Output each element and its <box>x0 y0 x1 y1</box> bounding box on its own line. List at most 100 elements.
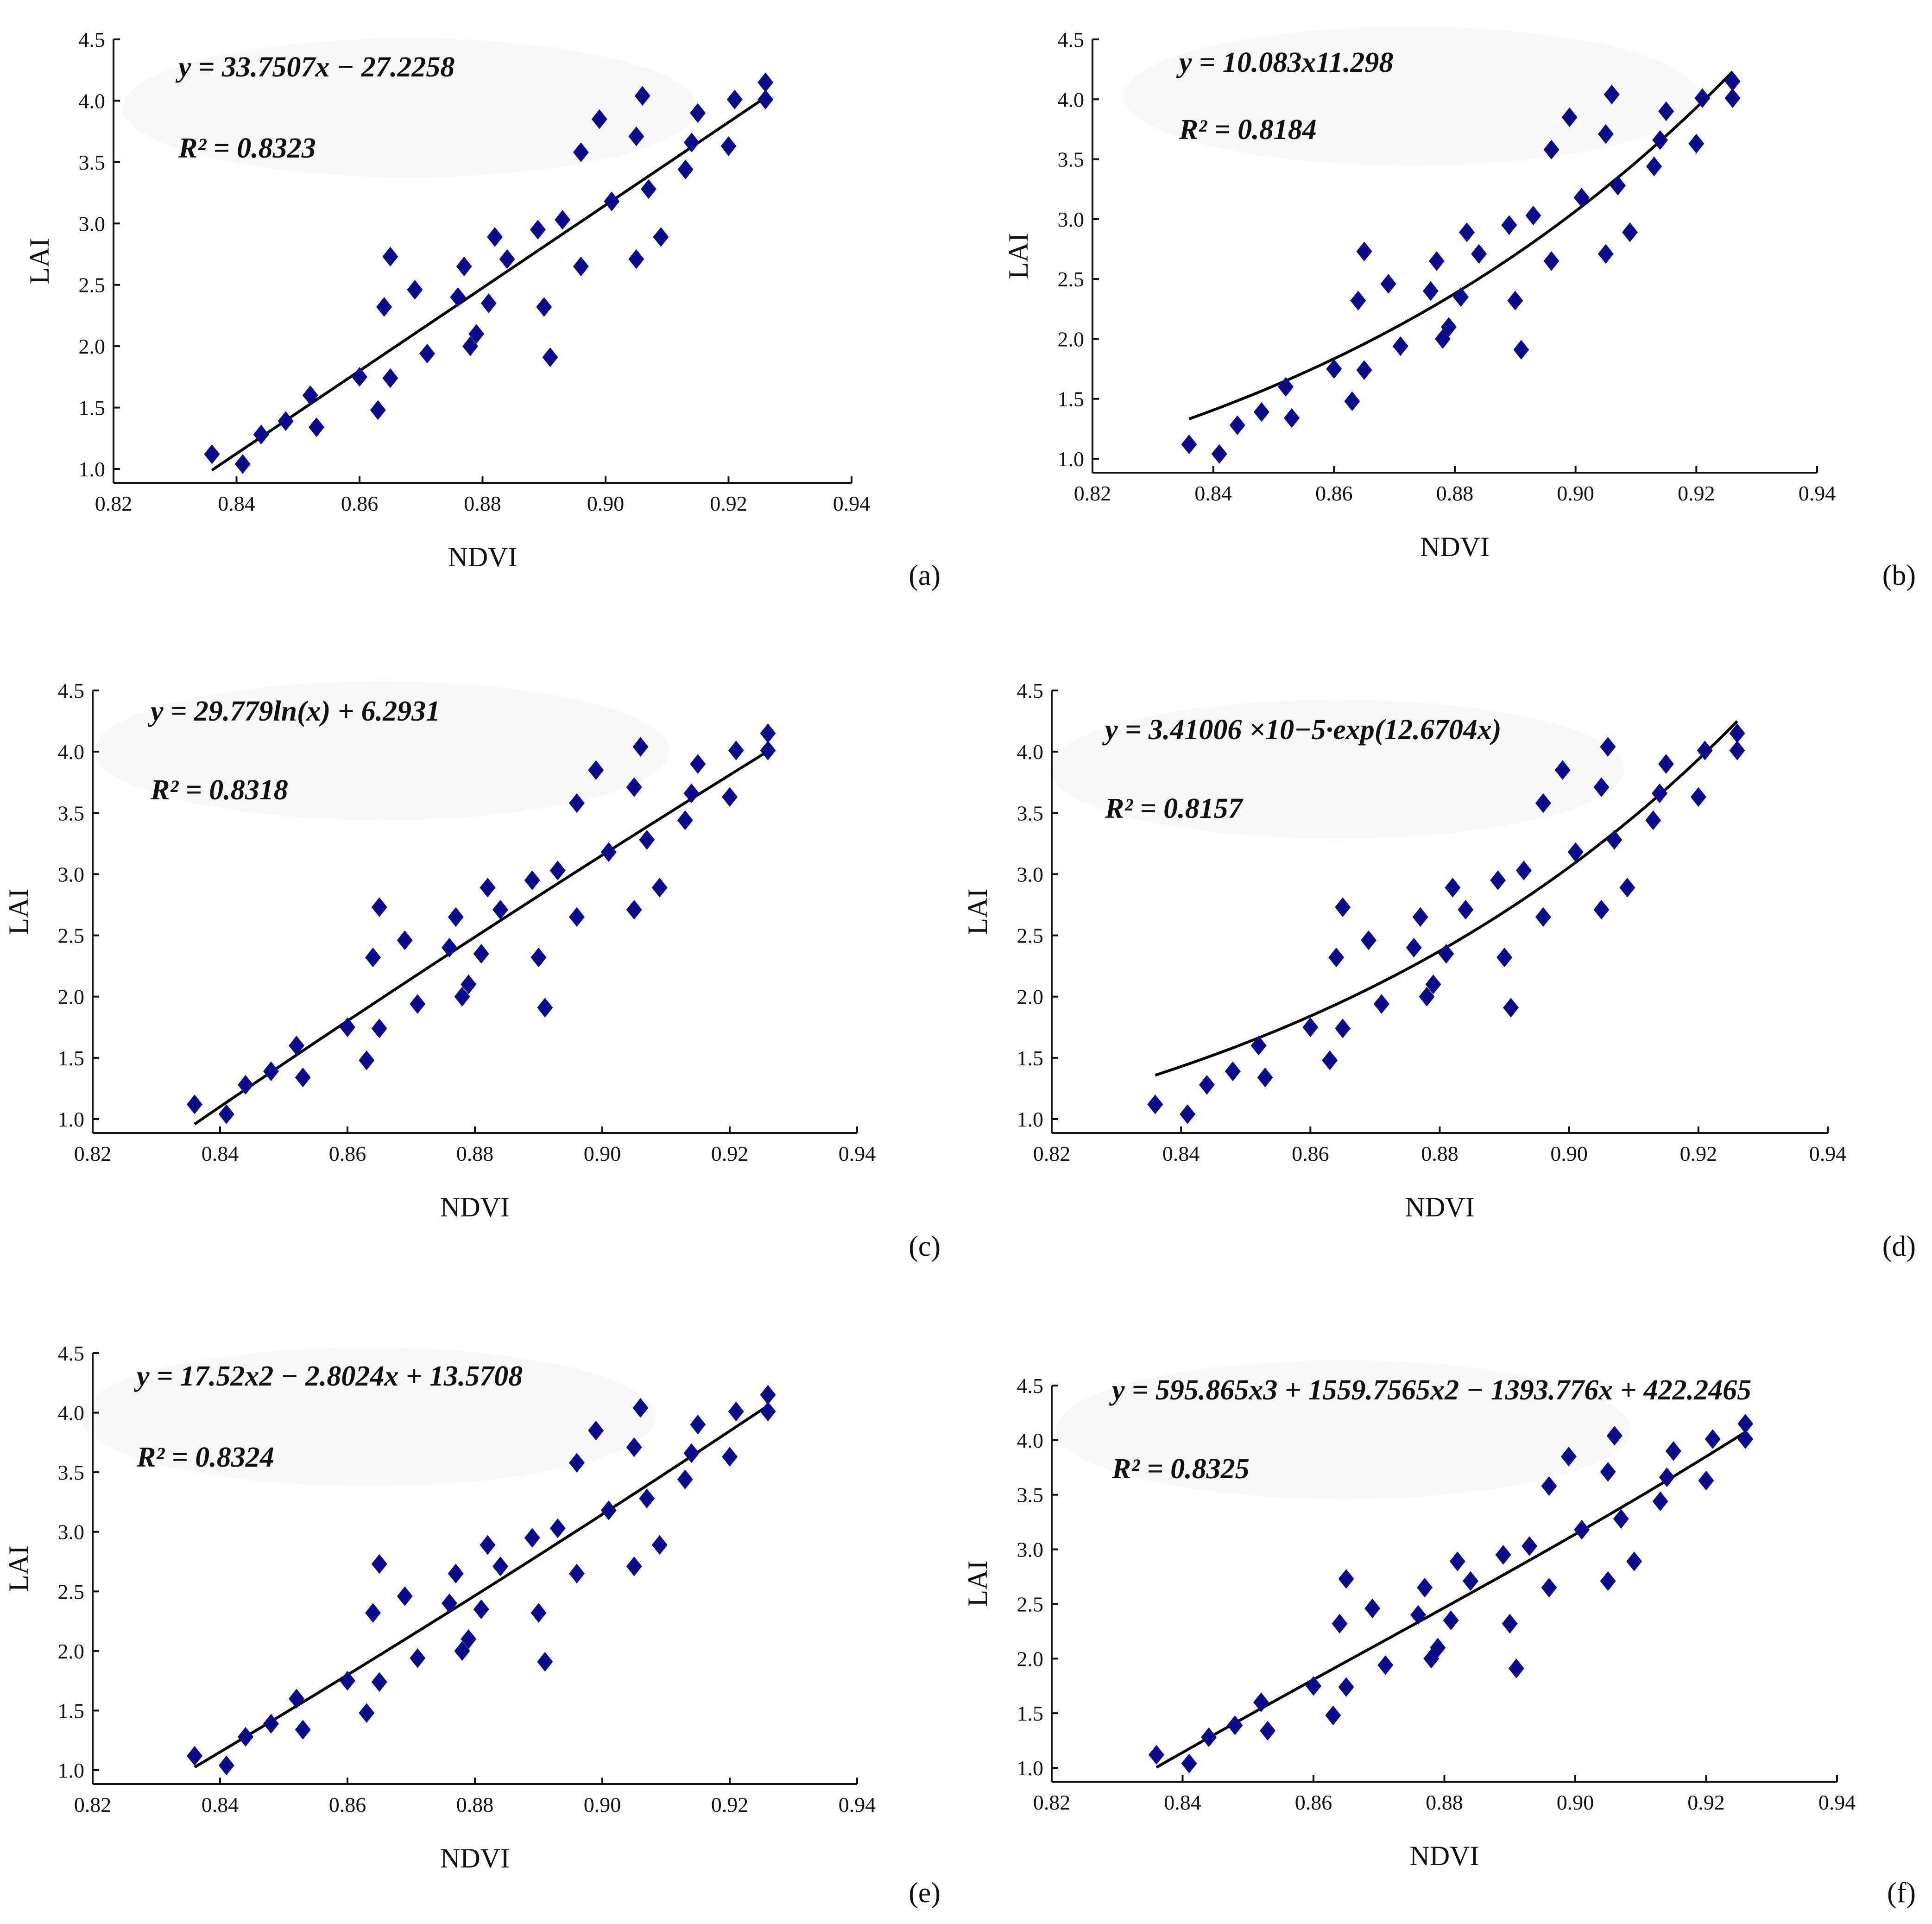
data-point <box>1335 1019 1351 1038</box>
data-point <box>1227 1715 1243 1735</box>
data-point <box>218 1755 234 1775</box>
panel-label: (a) <box>909 560 941 591</box>
chart-panel-c: 0.82 0.84 0.86 0.88 0.90 0.92 0.94 1.0 1.5 2.0 2.5… <box>3 679 941 1262</box>
data-point <box>1535 793 1551 813</box>
x-tick-label: 0.86 <box>329 1142 366 1165</box>
data-point <box>628 126 644 146</box>
data-point <box>651 1535 668 1555</box>
data-point <box>1356 360 1372 380</box>
data-point <box>1356 241 1372 261</box>
x-tick-label: 0.86 <box>1315 481 1353 505</box>
x-tick-label: 0.90 <box>1550 1142 1588 1165</box>
x-tick-label: 0.82 <box>1033 1791 1071 1814</box>
data-point <box>365 1603 381 1623</box>
x-tick-label: 0.92 <box>710 492 747 515</box>
data-point <box>758 72 774 92</box>
data-point <box>1257 1067 1273 1088</box>
equation-backdrop <box>123 38 697 177</box>
data-point <box>1600 737 1616 757</box>
data-point <box>1260 1721 1276 1741</box>
x-tick-label: 0.84 <box>218 492 255 515</box>
data-point <box>1541 1476 1557 1496</box>
data-point <box>760 1385 776 1405</box>
data-point <box>187 1095 202 1114</box>
data-point <box>1626 1551 1642 1571</box>
data-point <box>1147 1095 1163 1114</box>
fit-equation: y = 29.779ln(x) + 6.2931 <box>147 696 440 727</box>
data-point <box>1410 1605 1426 1625</box>
data-point <box>1574 1519 1590 1540</box>
data-point <box>1543 139 1559 160</box>
data-point <box>683 1443 700 1463</box>
data-point <box>473 1599 489 1620</box>
data-point <box>454 1641 470 1661</box>
data-point <box>1458 899 1474 920</box>
x-tick-label: 0.82 <box>1074 481 1111 505</box>
data-point <box>382 368 398 388</box>
data-point <box>295 1720 311 1740</box>
data-point <box>234 454 251 474</box>
chart-panel-b: 0.82 0.84 0.86 0.88 0.90 0.92 0.94 1.0 1.5 2.0 2.5… <box>1003 26 1916 591</box>
data-point <box>1225 1061 1241 1082</box>
equation-backdrop <box>1056 1360 1631 1499</box>
data-point <box>456 256 472 277</box>
fit-equation: y = 595.865x3 + 1559.7565x2 − 1393.776x … <box>1109 1374 1751 1406</box>
y-tick-label: 1.0 <box>1058 447 1085 471</box>
y-tick-label: 4.5 <box>58 1342 85 1365</box>
r-squared-label: R² = 0.8323 <box>178 133 316 164</box>
data-point <box>1606 1426 1623 1446</box>
data-point <box>722 1447 738 1467</box>
data-point <box>1515 861 1532 880</box>
data-point <box>536 297 552 317</box>
x-tick-label: 0.84 <box>1194 481 1232 505</box>
data-point <box>1459 222 1475 242</box>
y-tick-label: 2.5 <box>58 924 85 948</box>
data-point <box>569 907 585 927</box>
y-tick-label: 2.0 <box>58 1639 85 1663</box>
r-squared-label: R² = 0.8325 <box>1111 1453 1250 1485</box>
data-point <box>1724 88 1741 108</box>
data-point <box>289 1689 304 1709</box>
x-tick-label: 0.88 <box>1436 481 1474 505</box>
r-squared-label: R² = 0.8184 <box>1179 114 1317 146</box>
data-point <box>1406 937 1422 958</box>
data-point <box>626 899 642 920</box>
y-axis-title: LAI <box>962 1561 993 1607</box>
data-point <box>461 975 477 994</box>
x-tick-label: 0.92 <box>1680 1142 1717 1165</box>
data-point <box>1698 1470 1714 1491</box>
data-point <box>1690 787 1706 807</box>
data-point <box>1597 124 1614 144</box>
data-point <box>1425 975 1441 994</box>
y-tick-label: 3.0 <box>1058 208 1085 231</box>
data-point <box>537 998 553 1018</box>
data-point <box>569 1453 585 1473</box>
data-point <box>352 367 367 387</box>
data-point <box>1522 1536 1538 1556</box>
data-point <box>569 793 585 813</box>
data-point <box>1658 754 1674 774</box>
data-point <box>407 280 423 300</box>
y-tick-label: 1.5 <box>79 396 106 420</box>
fit-equation: y = 17.52x2 − 2.8024x + 13.5708 <box>133 1361 523 1392</box>
data-point <box>295 1067 311 1088</box>
y-tick-label: 2.5 <box>1058 267 1085 291</box>
data-point <box>371 1019 387 1038</box>
data-point <box>1567 842 1584 862</box>
data-point <box>588 1420 604 1441</box>
data-point <box>1561 107 1578 127</box>
data-point <box>309 417 325 437</box>
data-point <box>728 1401 744 1422</box>
y-tick-label: 2.0 <box>1017 985 1044 1009</box>
y-tick-label: 4.0 <box>79 89 106 113</box>
data-point <box>653 227 669 247</box>
y-tick-label: 4.5 <box>79 28 106 51</box>
data-point <box>1344 391 1360 411</box>
data-point <box>760 723 776 743</box>
data-point <box>1428 251 1445 271</box>
data-point <box>1573 188 1590 208</box>
data-point <box>524 870 540 890</box>
x-tick-label: 0.84 <box>1164 1791 1201 1814</box>
data-point <box>450 287 466 307</box>
data-point <box>760 1401 776 1422</box>
